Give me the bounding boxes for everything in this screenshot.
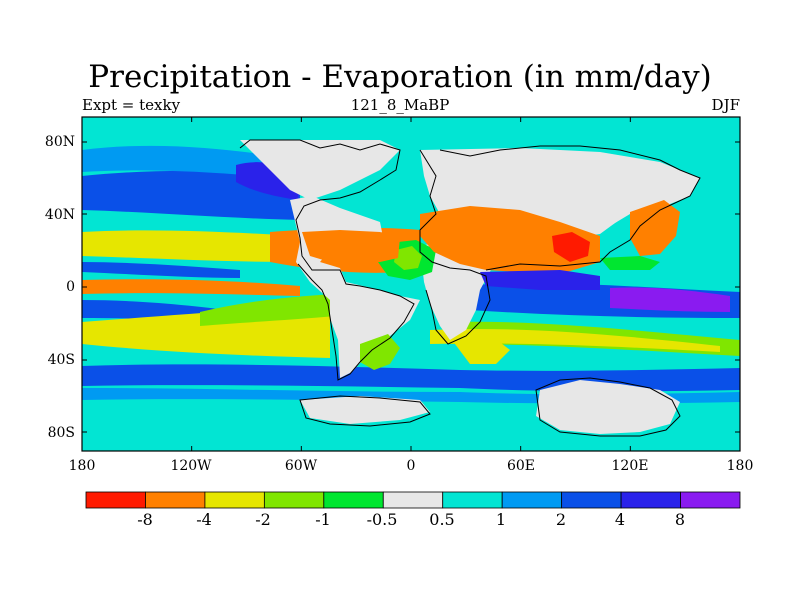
experiment-label: Expt = texky — [82, 96, 181, 114]
afro-eurasia-coastline — [419, 145, 701, 345]
x-tick-label: 180 — [726, 458, 754, 474]
x-tick-label: 180 — [68, 458, 96, 474]
colorbar-swatch — [680, 491, 741, 509]
colorbar-swatch — [323, 491, 384, 509]
colorbar-label: 1 — [495, 510, 507, 529]
x-tick-label: 120E — [611, 458, 649, 474]
colorbar-label: -4 — [196, 510, 212, 529]
colorbar-swatch — [204, 491, 265, 509]
x-tick-label: 60E — [506, 458, 536, 474]
colorbar-label: -1 — [315, 510, 331, 529]
y-tick-label: 40N — [44, 207, 75, 223]
east-asia-orange — [630, 200, 680, 256]
north-africa-orange — [302, 230, 400, 264]
colorbar-swatch — [561, 491, 622, 509]
colorbar-swatch — [85, 491, 146, 509]
australia-coastline — [535, 377, 681, 437]
x-tick-label: 0 — [406, 458, 416, 474]
colorbar-label: -0.5 — [366, 510, 398, 529]
australia-landmass — [536, 380, 680, 434]
indian-ocean-yellow — [430, 328, 720, 352]
asia-red-core — [552, 232, 590, 262]
coastlines — [239, 139, 701, 437]
colorbar-label: -2 — [255, 510, 271, 529]
colorbar-swatch — [442, 491, 503, 509]
y-tick-label: 40S — [47, 352, 75, 368]
pacific-purple-core — [610, 287, 730, 312]
pacific-green-bar — [600, 256, 660, 270]
y-tick-label: 80S — [47, 425, 75, 441]
field-contours — [82, 140, 740, 434]
y-tick-label: 0 — [66, 279, 75, 295]
north-america-core — [240, 140, 400, 200]
antarctic-patch — [300, 396, 430, 424]
colorbar-swatch — [620, 491, 681, 509]
colorbar-label: 8 — [674, 510, 686, 529]
south-america-green — [360, 334, 400, 370]
south-africa-yellow — [452, 336, 510, 364]
plot-title: Precipitation - Evaporation (in mm/day) — [88, 59, 712, 95]
colorbar-label: 2 — [555, 510, 567, 529]
time-period-label: 121_8_MaBP — [350, 96, 450, 114]
axis-ticks — [81, 117, 741, 451]
americas-coastline — [239, 139, 415, 381]
equator-orange-strip — [82, 279, 300, 296]
southern-green-band — [200, 294, 336, 326]
colorbar-label: -8 — [137, 510, 153, 529]
colorbar — [85, 491, 741, 509]
subtropical-yellow-band — [82, 230, 300, 262]
colorbar-swatch — [145, 491, 206, 509]
colorbar-swatch — [501, 491, 563, 509]
eurasia-orange-belt — [420, 206, 600, 274]
colorbar-label: 0.5 — [429, 510, 455, 529]
season-label: DJF — [711, 96, 740, 114]
africa-lightgreen-zone — [394, 246, 422, 270]
antarctic-coastline — [299, 395, 431, 427]
equator-blue-strip — [82, 262, 240, 278]
y-tick-label: 80N — [44, 134, 75, 150]
x-tick-label: 60W — [284, 458, 318, 474]
colorbar-swatch — [263, 491, 325, 509]
colorbar-label: 4 — [614, 510, 626, 529]
colorbar-swatch — [382, 491, 444, 509]
x-tick-label: 120W — [170, 458, 212, 474]
atlantic-darkblue-tongue — [480, 270, 600, 290]
